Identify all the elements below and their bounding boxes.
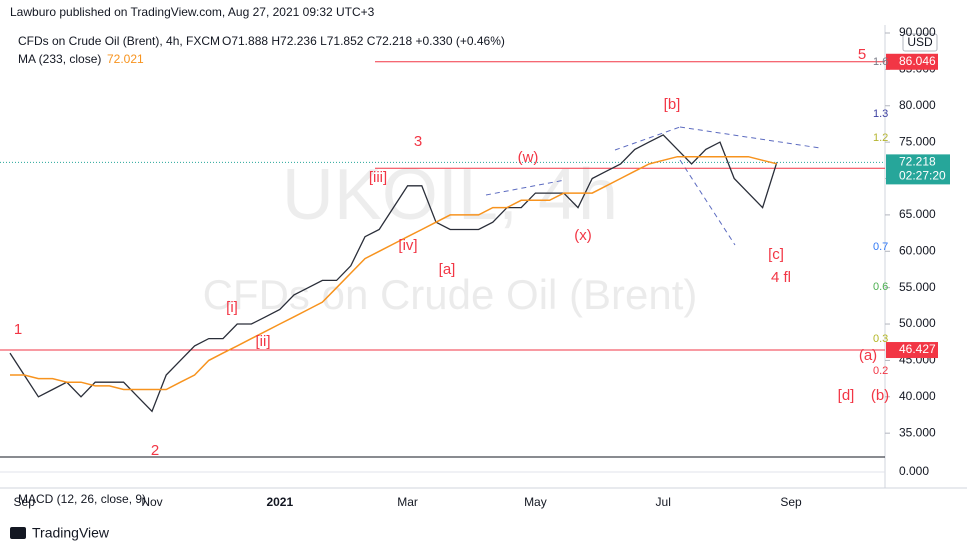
wave-label: 3 <box>414 133 422 150</box>
watermark-description: CFDs on Crude Oil (Brent) <box>203 271 698 318</box>
macd-label: MACD (12, 26, close, 9) <box>18 492 146 506</box>
trendline <box>485 179 566 196</box>
x-tick-label: 2021 <box>266 495 293 509</box>
wave-label: [b] <box>664 96 681 113</box>
wave-label: 5 <box>858 46 866 63</box>
y-tick-label: 50.000 <box>899 316 936 330</box>
ohlc: O71.888 H72.236 L71.852 C72.218 +0.330 (… <box>222 34 505 48</box>
x-tick-label: Mar <box>397 495 418 509</box>
wave-label: 1 <box>14 321 22 338</box>
last-price-label: 72.218 <box>899 155 936 169</box>
trendline <box>614 126 681 151</box>
wave-label: 4 fl <box>771 269 791 286</box>
y-tick-label: 80.000 <box>899 98 936 112</box>
wave-label: (x) <box>574 227 592 244</box>
level-label: 86.046 <box>899 54 936 68</box>
ma-line <box>10 155 777 391</box>
macd-tick-label: 0.000 <box>899 464 929 478</box>
level-label: 46.427 <box>899 342 936 356</box>
y-tick-label: 65.000 <box>899 207 936 221</box>
y-tick-label: 90.000 <box>899 25 936 39</box>
level-box <box>886 342 938 359</box>
last-price-box <box>886 154 950 185</box>
footer-brand: TradingView <box>32 525 110 541</box>
wave-label: (b) <box>871 387 889 404</box>
wave-label: [c] <box>768 246 784 263</box>
wave-label: [ii] <box>256 333 271 350</box>
wave-label: [iv] <box>398 237 417 254</box>
currency-box <box>902 33 938 52</box>
publisher: Lawburo published on TradingView.com, Au… <box>10 5 375 19</box>
fib-label: 0.3 <box>873 333 888 345</box>
fib-label: 0.6 <box>873 281 888 293</box>
y-tick-label: 55.000 <box>899 280 936 294</box>
wave-label: (w) <box>518 149 539 166</box>
x-tick-label: Jul <box>656 495 671 509</box>
x-tick-label: Nov <box>141 495 162 509</box>
y-tick-label: 40.000 <box>899 389 936 403</box>
y-tick-label: 75.000 <box>899 134 936 148</box>
wave-label: [d] <box>838 387 855 404</box>
wave-label: (a) <box>859 347 877 364</box>
fib-label: 0.2 <box>873 365 888 377</box>
y-tick-label: 35.000 <box>899 425 936 439</box>
wave-label: 2 <box>151 442 159 459</box>
trendline <box>679 159 736 246</box>
ma-label: MA (233, close) <box>18 52 101 66</box>
x-tick-label: Sep <box>14 495 36 509</box>
wave-label: [iii] <box>369 169 387 186</box>
watermark-symbol: UKOIL, 4h <box>282 155 618 235</box>
x-tick-label: May <box>524 495 547 509</box>
countdown-label: 02:27:20 <box>899 169 946 183</box>
level-box <box>886 53 938 70</box>
fib-label: 1.2 <box>873 132 888 144</box>
trendline <box>679 126 821 149</box>
symbol-title: CFDs on Crude Oil (Brent), 4h, FXCM <box>18 34 220 48</box>
ma-value: 72.021 <box>107 52 144 66</box>
fib-label: 1.3 <box>873 108 888 120</box>
currency: USD <box>907 35 933 49</box>
fib-label: 1.6 <box>873 56 888 68</box>
fib-label: 0.7 <box>873 241 888 253</box>
price-line <box>9 134 778 413</box>
wave-label: [a] <box>439 261 456 278</box>
x-tick-label: Sep <box>780 495 802 509</box>
logo <box>10 527 26 539</box>
wave-label: [i] <box>226 299 238 316</box>
y-tick-label: 60.000 <box>899 243 936 257</box>
